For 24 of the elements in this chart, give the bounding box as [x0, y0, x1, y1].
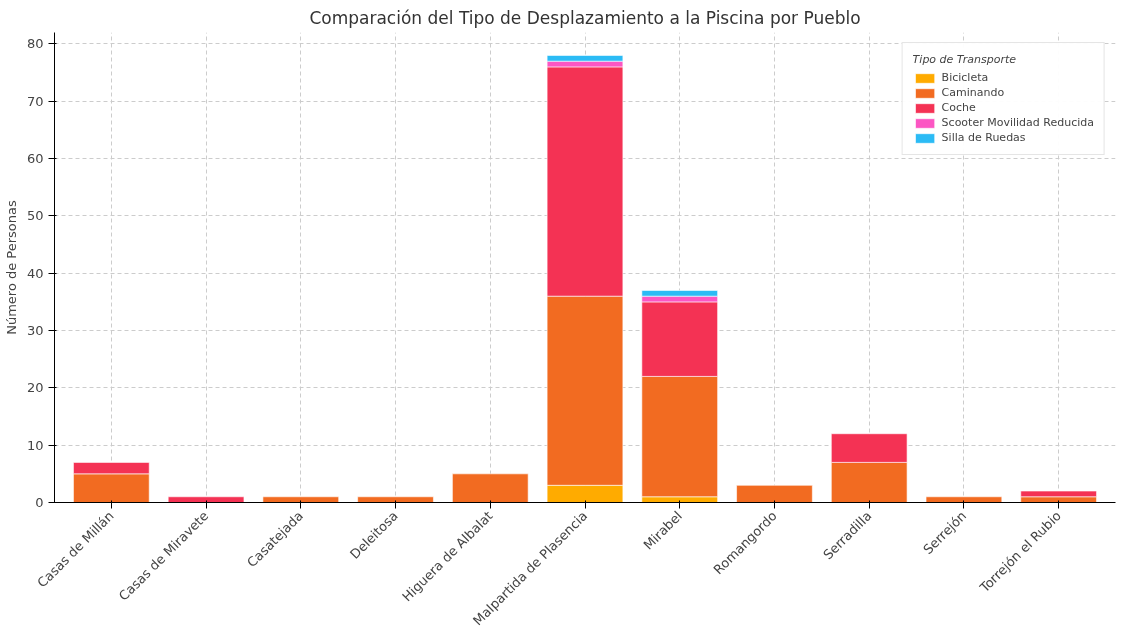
bar — [167, 496, 245, 503]
legend-label: Caminando — [941, 86, 1005, 99]
bar — [357, 496, 434, 503]
y-tick-label: 50 — [26, 208, 44, 224]
y-axis-title: Número de Personas — [3, 199, 19, 335]
y-tick-label: 0 — [35, 495, 44, 510]
legend-label: Coche — [941, 101, 976, 114]
chart-title: Comparación del Tipo de Desplazamiento a la Piscina por Pueblo — [309, 7, 861, 28]
y-tick-label: 60 — [26, 151, 44, 167]
y-tick-label: 10 — [26, 437, 44, 453]
y-tick-label: 20 — [26, 380, 44, 396]
bar — [451, 473, 529, 503]
y-tick-label: 80 — [26, 36, 44, 52]
legend-label: Bicicleta — [941, 71, 989, 84]
legend-title: Tipo de Transporte — [912, 53, 1017, 66]
legend-label: Scooter Movilidad Reducida — [941, 116, 1094, 129]
y-tick-label: 70 — [26, 93, 44, 109]
bar — [736, 484, 813, 503]
bar — [925, 496, 1003, 503]
y-tick-label: 40 — [26, 265, 44, 281]
bar — [1020, 490, 1098, 498]
legend-label: Silla de Ruedas — [941, 131, 1026, 144]
bar — [262, 496, 340, 503]
y-tick-label: 30 — [26, 323, 44, 339]
